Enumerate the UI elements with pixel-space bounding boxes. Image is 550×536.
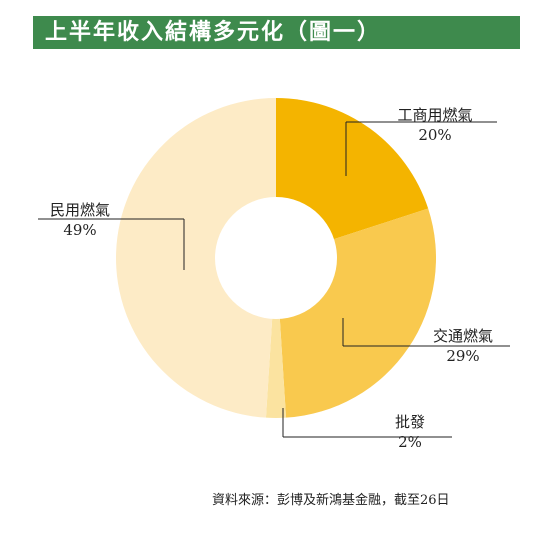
slice-value-1: 20% xyxy=(418,126,451,144)
slice-label-3: 批發 xyxy=(395,413,425,431)
slice-3 xyxy=(265,258,287,418)
slice-label-4: 民用燃氣 xyxy=(50,201,110,219)
donut-hole xyxy=(215,197,337,319)
slice-label-1: 工商用燃氣 xyxy=(397,106,472,124)
slice-value-4: 49% xyxy=(63,221,96,239)
slice-4 xyxy=(115,98,276,418)
slice-label-2: 交通燃氣 xyxy=(433,327,493,345)
chart-title: 上半年收入結構多元化（圖一） xyxy=(33,16,520,49)
slice-value-3: 2% xyxy=(398,433,422,451)
source-note: 資料來源：彭博及新鴻基金融，截至26日 xyxy=(212,493,450,508)
slice-value-2: 29% xyxy=(446,347,479,365)
